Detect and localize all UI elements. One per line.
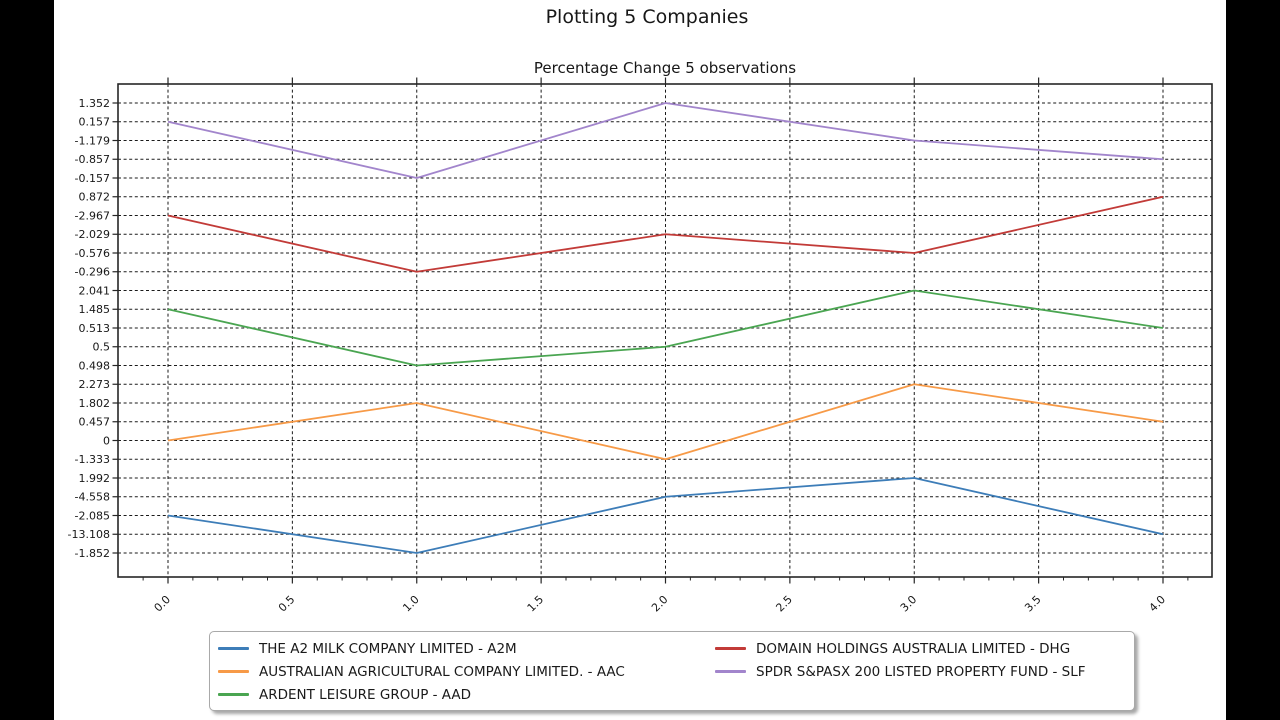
letterbox-bar-right [1226, 0, 1280, 720]
legend-item: SPDR S&PASX 200 LISTED PROPERTY FUND - S… [715, 660, 1126, 683]
y-tick-label: 0.5 [93, 341, 111, 354]
y-tick-label: -2.029 [75, 228, 110, 241]
legend-item: THE A2 MILK COMPANY LIMITED - A2M [218, 637, 715, 660]
legend-item: DOMAIN HOLDINGS AUSTRALIA LIMITED - DHG [715, 637, 1126, 660]
x-tick-label: 3.0 [898, 593, 920, 615]
x-tick-label: 0.0 [152, 593, 174, 615]
y-tick-label: 0.498 [79, 359, 111, 372]
y-tick-label: 2.041 [79, 284, 111, 297]
plot-frame [117, 83, 1213, 578]
x-tick-label: 1.5 [525, 593, 547, 615]
y-tick-label: -2.967 [75, 209, 110, 222]
x-tick-label: 2.0 [649, 593, 671, 615]
y-tick-label: -13.108 [68, 528, 110, 541]
x-tick-label: 0.5 [276, 593, 298, 615]
y-tick-label: -0.576 [75, 247, 110, 260]
legend-label: AUSTRALIAN AGRICULTURAL COMPANY LIMITED.… [259, 663, 625, 680]
series-line [167, 195, 1164, 273]
y-tick-label: 1.485 [79, 303, 111, 316]
y-tick-label: -0.857 [75, 153, 110, 166]
y-tick-label: 2.273 [79, 378, 111, 391]
letterbox-bar-left [0, 0, 54, 720]
series-line [167, 289, 1164, 367]
y-tick-label: 0.872 [79, 191, 111, 204]
y-tick-label: 1.352 [79, 97, 111, 110]
series-line [167, 383, 1164, 461]
legend-label: DOMAIN HOLDINGS AUSTRALIA LIMITED - DHG [756, 640, 1071, 657]
chart-legend: THE A2 MILK COMPANY LIMITED - A2M AUSTRAL… [209, 631, 1135, 711]
y-tick-label: -1.333 [75, 453, 110, 466]
y-tick-label: 1.992 [79, 472, 111, 485]
legend-label: THE A2 MILK COMPANY LIMITED - A2M [259, 640, 517, 657]
legend-line-sample [715, 670, 746, 673]
y-tick-label: 0 [103, 434, 110, 447]
y-tick-label: 1.802 [79, 397, 111, 410]
legend-line-sample [218, 693, 249, 696]
legend-label: ARDENT LEISURE GROUP - AAD [259, 686, 472, 703]
x-tick-label: 2.5 [773, 593, 795, 615]
y-tick-label: -1.179 [75, 134, 110, 147]
y-tick-label: -4.558 [75, 491, 110, 504]
y-tick-label: -0.157 [75, 172, 110, 185]
y-tick-label: -0.296 [75, 266, 110, 279]
series-line [167, 102, 1164, 179]
legend-grid: THE A2 MILK COMPANY LIMITED - A2M AUSTRAL… [218, 637, 1126, 706]
figure-title: Plotting 5 Companies [545, 6, 749, 28]
x-tick-label: 1.0 [400, 593, 422, 615]
legend-item: ARDENT LEISURE GROUP - AAD [218, 683, 715, 706]
y-tick-label: -1.852 [75, 547, 110, 560]
x-tick-label: 4.0 [1147, 593, 1169, 615]
series-line [167, 477, 1164, 554]
y-tick-label: 0.513 [79, 322, 111, 335]
legend-item: AUSTRALIAN AGRICULTURAL COMPANY LIMITED.… [218, 660, 715, 683]
legend-line-sample [218, 647, 249, 650]
x-tick-label: 3.5 [1022, 593, 1044, 615]
y-tick-label: 0.457 [79, 416, 111, 429]
legend-line-sample [715, 647, 746, 650]
legend-label: SPDR S&PASX 200 LISTED PROPERTY FUND - S… [756, 663, 1086, 680]
axes-title: Percentage Change 5 observations [533, 59, 797, 77]
y-tick-label: 0.157 [79, 116, 111, 129]
legend-line-sample [218, 670, 249, 673]
y-tick-label: -2.085 [75, 509, 110, 522]
